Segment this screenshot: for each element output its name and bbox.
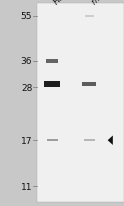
Text: 11: 11	[21, 182, 32, 191]
Polygon shape	[108, 136, 113, 145]
FancyBboxPatch shape	[82, 82, 96, 86]
FancyBboxPatch shape	[46, 60, 58, 63]
Text: 17: 17	[21, 136, 32, 145]
Text: 28: 28	[21, 83, 32, 92]
FancyBboxPatch shape	[85, 16, 94, 18]
Text: 55: 55	[21, 12, 32, 21]
Text: Hela: Hela	[52, 0, 72, 6]
FancyBboxPatch shape	[46, 139, 58, 142]
FancyBboxPatch shape	[37, 4, 124, 202]
FancyBboxPatch shape	[84, 139, 95, 142]
Text: m.NIH-3T3: m.NIH-3T3	[89, 0, 124, 6]
Text: 36: 36	[21, 57, 32, 66]
FancyBboxPatch shape	[44, 81, 60, 87]
